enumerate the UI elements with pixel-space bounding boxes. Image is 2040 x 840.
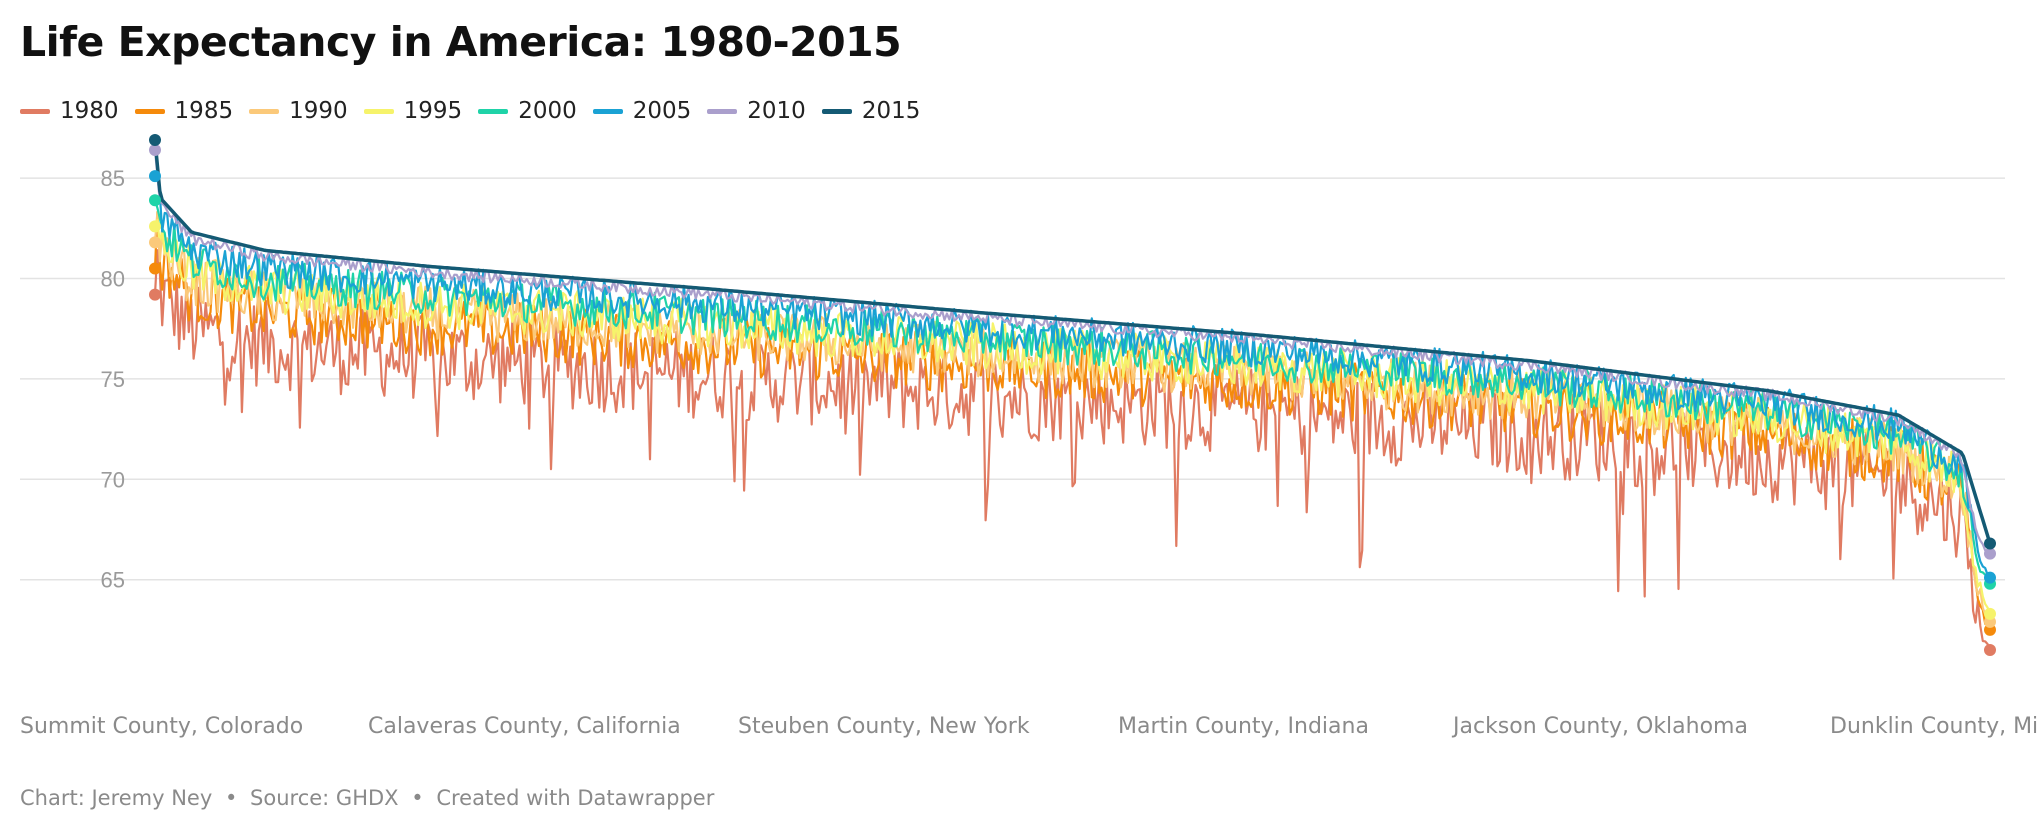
datawrapper-credit[interactable]: Created with Datawrapper: [436, 786, 715, 810]
legend-swatch: [821, 108, 852, 114]
legend-swatch: [249, 108, 280, 114]
endpoint-dot-1980: [149, 288, 161, 301]
x-tick-label: Dunklin County, Mi: [1830, 714, 2038, 739]
legend-item-1985: 1985: [134, 98, 234, 124]
line-chart: 65 70 75 80 85 Summit County, Colorado Calaver…: [20, 134, 2038, 739]
chart-credit: Chart: Jeremy Ney: [20, 786, 213, 810]
legend-label: 1990: [289, 98, 348, 124]
legend-swatch: [478, 108, 509, 114]
footer-separator: •: [411, 786, 424, 810]
endpoint-dot-2010: [149, 144, 161, 157]
series-line-2015: [153, 139, 1992, 545]
legend-item-1990: 1990: [249, 98, 348, 124]
endpoint-dot-1995: [1984, 607, 1996, 620]
x-tick-label: Martin County, Indiana: [1118, 714, 1369, 739]
legend-swatch: [592, 108, 623, 114]
endpoint-dot-2000: [149, 194, 161, 207]
legend-label: 1995: [403, 98, 463, 124]
footer-separator: •: [224, 786, 238, 810]
series-line-1980: [153, 249, 1992, 651]
legend: 1980 1985 1990 1995 2000 2005 2010 2015: [20, 98, 936, 124]
endpoint-dot-2010: [1984, 547, 1996, 560]
legend-label: 1985: [174, 98, 234, 124]
legend-label: 1980: [60, 98, 119, 124]
endpoint-dot-2005: [1984, 571, 1996, 584]
chart-title: Life Expectancy in America: 1980-2015: [20, 18, 902, 66]
endpoint-dot-2005: [149, 170, 161, 183]
endpoint-dot-1995: [149, 220, 161, 233]
legend-swatch: [20, 108, 50, 114]
legend-label: 2015: [861, 98, 921, 124]
legend-item-1995: 1995: [363, 98, 463, 124]
endpoint-dot-1985: [149, 262, 161, 275]
endpoint-dot-2015: [1984, 537, 1996, 550]
x-tick-label: Calaveras County, California: [368, 714, 681, 739]
legend-swatch: [707, 108, 738, 114]
legend-label: 2000: [518, 98, 577, 124]
x-tick-label: Jackson County, Oklahoma: [1451, 714, 1748, 739]
source-link[interactable]: Source: GHDX: [250, 786, 399, 810]
y-tick-label: 70: [101, 467, 125, 492]
legend-label: 2005: [632, 98, 692, 124]
y-tick-label: 65: [101, 568, 125, 593]
legend-item-2015: 2015: [821, 98, 921, 124]
endpoint-dot-1990: [149, 236, 161, 249]
legend-item-2010: 2010: [707, 98, 806, 124]
legend-item-2000: 2000: [478, 98, 577, 124]
y-tick-label: 80: [101, 267, 125, 292]
endpoint-dot-2015: [149, 134, 161, 147]
series-line-2005: [154, 175, 1991, 579]
x-tick-label: Steuben County, New York: [738, 714, 1030, 739]
x-tick-label: Summit County, Colorado: [20, 714, 303, 739]
endpoint-dot-1980: [1984, 643, 1996, 656]
chart-footer: Chart: Jeremy Ney • Source: GHDX • Creat…: [20, 786, 714, 810]
legend-label: 2010: [747, 98, 806, 124]
legend-item-1980: 1980: [20, 98, 119, 124]
y-tick-label: 75: [101, 367, 125, 392]
legend-swatch: [363, 108, 394, 114]
legend-swatch: [134, 108, 165, 114]
legend-item-2005: 2005: [592, 98, 692, 124]
y-tick-label: 85: [101, 166, 125, 191]
